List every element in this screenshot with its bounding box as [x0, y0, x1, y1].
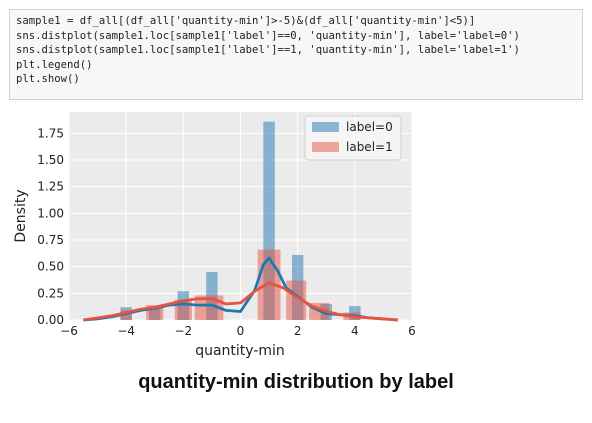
x-tick-label: −2 [174, 324, 192, 338]
histogram-bar-series-1 [120, 310, 132, 320]
legend-entry-label-1: label=1 [346, 140, 393, 154]
x-tick-label: 0 [237, 324, 245, 338]
x-axis-ticks: −6 −4 −2 0 2 4 6 [60, 324, 416, 338]
code-line: sns.distplot(sample1.loc[sample1['label'… [16, 29, 520, 42]
figure-caption: quantity-min distribution by label [138, 371, 454, 393]
code-cell[interactable]: sample1 = df_all[(df_all['quantity-min']… [9, 9, 583, 100]
histogram-bar-series-0 [263, 121, 275, 320]
y-tick-label: 1.00 [37, 206, 64, 220]
code-line: sns.distplot(sample1.loc[sample1['label'… [16, 44, 520, 57]
y-tick-label: 1.50 [37, 153, 64, 167]
kde-curves [83, 256, 398, 322]
y-tick-label: 1.75 [37, 126, 64, 140]
x-axis-label: quantity-min [195, 343, 285, 358]
x-tick-label: −6 [60, 324, 78, 338]
y-axis-label: Density [13, 189, 29, 242]
legend: label=0 label=1 [304, 115, 402, 161]
y-tick-label: 0.75 [37, 233, 64, 247]
y-tick-label: 0.00 [37, 313, 64, 327]
x-tick-label: 4 [351, 324, 359, 338]
y-axis-ticks: 0.00 0.25 0.50 0.75 1.00 1.25 1.50 1.75 [37, 126, 64, 327]
plot-output: −6 −4 −2 0 2 4 6 0.00 0.25 0.50 0.75 1.00 1.25 1.50 1… [9, 104, 419, 359]
x-tick-label: −4 [117, 324, 135, 338]
legend-swatch-label-1 [312, 142, 339, 152]
x-tick-label: 6 [408, 324, 416, 338]
kde-line-series-1 [83, 281, 398, 322]
y-tick-label: 0.50 [37, 260, 64, 274]
y-tick-label: 1.25 [37, 180, 64, 194]
legend-entry-label-0: label=0 [346, 120, 393, 134]
density-chart: −6 −4 −2 0 2 4 6 0.00 0.25 0.50 0.75 1.00 1.25 1.50 1… [13, 112, 416, 359]
y-tick-label: 0.25 [37, 286, 64, 300]
x-tick-label: 2 [294, 324, 302, 338]
legend-swatch-label-0 [312, 122, 339, 132]
code-line: sample1 = df_all[(df_all['quantity-min']… [16, 15, 476, 27]
code-line: plt.show() [16, 73, 80, 86]
code-line: plt.legend() [16, 58, 93, 71]
